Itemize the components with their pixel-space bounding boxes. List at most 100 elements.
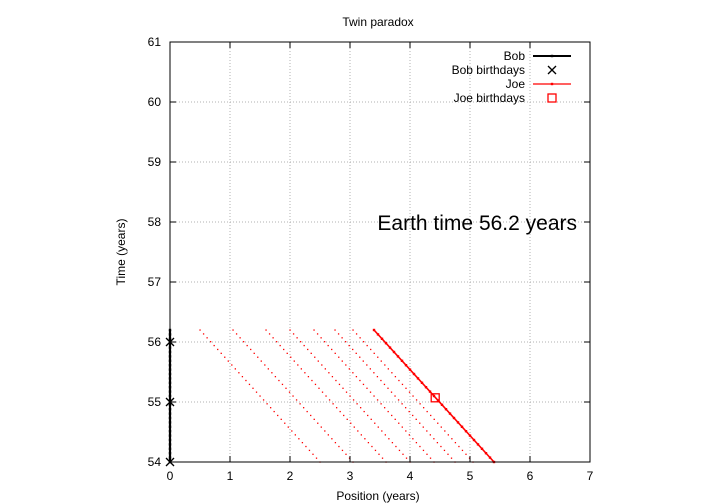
joe-point	[384, 342, 388, 345]
joe-point	[400, 359, 404, 362]
trail-dot	[415, 418, 417, 420]
joe-point	[488, 456, 492, 459]
trail-dot	[341, 449, 344, 452]
trail-dot	[213, 344, 215, 347]
trail-dot	[343, 414, 345, 417]
trail-dot	[450, 457, 453, 459]
trail-dot	[419, 403, 421, 405]
trail-dot	[387, 368, 389, 370]
trail-dot	[232, 329, 234, 331]
y-tick-label: 58	[148, 215, 162, 229]
trail-dot	[408, 410, 410, 413]
joe-point	[412, 372, 416, 376]
trail-dot	[292, 395, 294, 397]
trail-dot	[366, 387, 368, 389]
trail-dot	[352, 348, 354, 351]
trail-dot	[419, 445, 421, 448]
trail-dot	[412, 414, 414, 417]
trail-dot	[394, 418, 396, 420]
trail-dot	[334, 441, 337, 444]
trail-dot	[412, 395, 414, 397]
joe-point	[396, 355, 400, 358]
trail-dot	[355, 375, 358, 378]
trail-dot	[355, 333, 358, 335]
grid-lines	[170, 42, 590, 462]
trail-dot	[296, 337, 298, 339]
trail-dot	[257, 356, 259, 358]
trail-dot	[364, 438, 366, 440]
x-tick-label: 5	[467, 469, 474, 483]
trail-dot	[397, 399, 400, 401]
joe-point	[452, 416, 456, 420]
joe-point	[380, 337, 384, 340]
trail-dot	[352, 372, 354, 374]
trail-dot	[401, 383, 404, 386]
trail-dot	[369, 391, 372, 393]
trail-dot	[281, 383, 284, 386]
trail-dot	[277, 414, 279, 417]
trail-dot	[384, 364, 386, 366]
y-tick-label: 61	[148, 35, 162, 49]
trail-dot	[346, 418, 348, 420]
trail-dot	[402, 453, 404, 455]
joe-point	[464, 430, 468, 433]
trail-dot	[266, 403, 268, 405]
trail-dot	[332, 403, 334, 405]
joe-point	[480, 447, 484, 450]
y-tick-label: 55	[148, 395, 162, 409]
x-tick-label: 4	[407, 469, 414, 483]
trail-dot	[252, 387, 254, 389]
trail-dot	[335, 379, 337, 382]
trail-dot	[461, 449, 464, 452]
trail-dot	[246, 344, 248, 347]
trail-dot	[405, 387, 407, 389]
trail-dot	[301, 441, 304, 444]
trail-dot	[451, 438, 453, 440]
trail-dot	[248, 383, 251, 386]
trail-dot	[300, 368, 302, 370]
joe-point	[444, 408, 448, 411]
trail-dot	[444, 430, 446, 432]
trail-dot	[275, 341, 278, 343]
joe-point	[424, 386, 428, 389]
trail-dot	[349, 395, 351, 397]
trail-dot	[415, 441, 418, 444]
joe-point	[372, 328, 376, 332]
trail-dot	[291, 430, 293, 432]
y-tick-label: 56	[148, 335, 162, 349]
trail-dot	[398, 422, 400, 424]
trail-dot	[234, 368, 236, 370]
trail-dot	[422, 426, 424, 428]
trail-dot	[391, 441, 394, 444]
trail-dot	[268, 333, 271, 335]
trail-dot	[328, 399, 331, 401]
trail-dot	[345, 364, 347, 366]
trail-dot	[359, 337, 361, 339]
trail-dot	[337, 333, 340, 335]
trail-dot	[370, 348, 372, 351]
trail-dot	[224, 356, 226, 358]
trail-dot	[359, 356, 361, 358]
trail-dot	[401, 426, 403, 428]
trail-dot	[321, 364, 323, 366]
trail-dot	[394, 375, 397, 378]
y-tick-label: 54	[148, 455, 162, 469]
trail-dot	[298, 438, 300, 440]
trail-dot	[355, 352, 357, 354]
trail-dot	[317, 360, 319, 362]
trail-dot	[278, 379, 280, 382]
trail-dot	[334, 352, 336, 354]
trail-dot	[338, 356, 340, 358]
trail-dot	[352, 329, 354, 331]
trail-dot	[331, 438, 333, 440]
trail-dot	[376, 399, 379, 401]
trail-dot	[362, 341, 365, 343]
plot-frame	[169, 41, 591, 463]
trail-dot	[419, 422, 421, 424]
joe-point	[408, 368, 412, 371]
trail-dot	[250, 348, 252, 351]
trail-dot	[209, 341, 212, 343]
trail-dot	[283, 348, 285, 351]
joe-point	[476, 443, 480, 446]
